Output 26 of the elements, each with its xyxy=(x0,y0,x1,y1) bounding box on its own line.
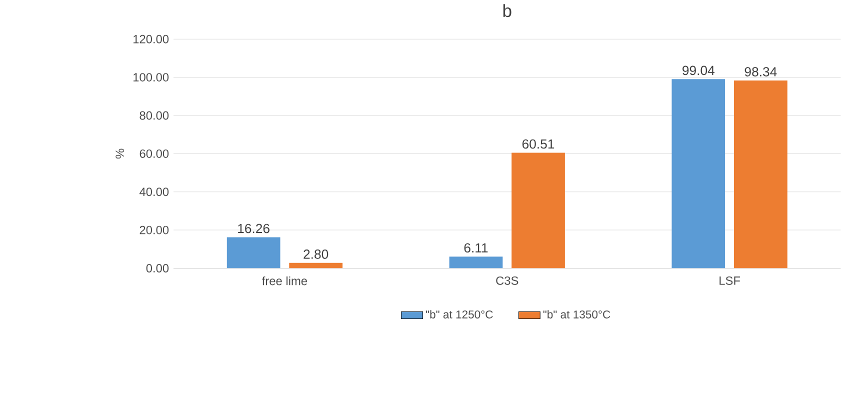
y-tick-label: 100.00 xyxy=(134,73,169,82)
x-tick-label: C3S xyxy=(496,276,518,286)
data-label: 98.34 xyxy=(744,67,777,77)
bar xyxy=(512,152,565,268)
x-tick-label: free lime xyxy=(262,276,307,286)
bar xyxy=(672,79,726,268)
y-tick-label: 40.00 xyxy=(140,188,169,196)
data-label: 16.26 xyxy=(238,224,270,234)
data-label: 60.51 xyxy=(522,139,554,149)
y-tick-label: 20.00 xyxy=(140,226,169,234)
legend-label: "b" at 1250°C xyxy=(426,310,493,319)
y-axis-title: % xyxy=(116,148,124,159)
data-label: 99.04 xyxy=(682,66,714,76)
x-tick-label: LSF xyxy=(720,276,740,286)
y-tick-label: 0.00 xyxy=(146,264,169,273)
chart-title: b xyxy=(503,4,512,18)
legend-label: "b" at 1350°C xyxy=(543,310,610,319)
y-tick-label: 80.00 xyxy=(140,111,169,120)
bar xyxy=(226,237,280,268)
y-tick-label: 60.00 xyxy=(140,150,169,158)
data-label: 2.80 xyxy=(304,250,328,260)
bar xyxy=(449,256,503,268)
bar xyxy=(289,263,343,268)
bar xyxy=(734,80,788,268)
data-label: 6.11 xyxy=(464,243,488,253)
y-tick-label: 120.00 xyxy=(134,35,169,44)
